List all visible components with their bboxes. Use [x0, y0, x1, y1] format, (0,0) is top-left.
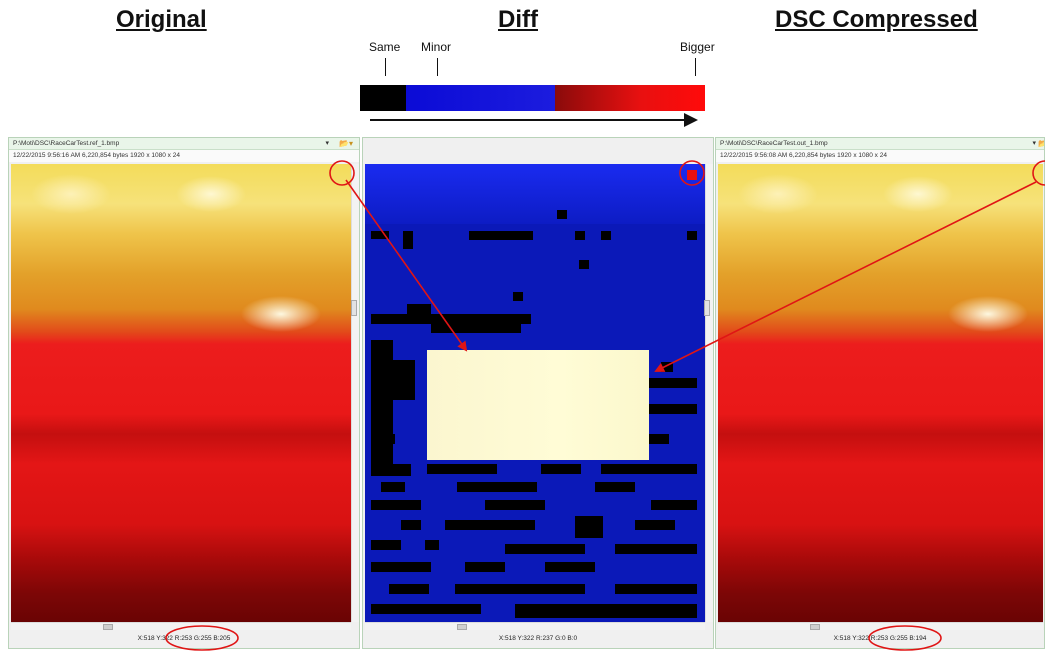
diff-block [513, 292, 523, 301]
diff-block [575, 516, 603, 538]
diff-block [595, 482, 635, 492]
diff-block [615, 544, 697, 554]
highlight-circle-compressed [1032, 160, 1045, 186]
file-info: 12/22/2015 9:56:08 AM 6,220,854 bytes 19… [716, 150, 1044, 162]
diff-block [545, 562, 595, 572]
scroll-thumb-icon[interactable] [457, 624, 467, 630]
diff-block [403, 231, 413, 249]
scale-tick-same [385, 58, 386, 76]
diff-block [425, 540, 439, 550]
heading-dsc-compressed: DSC Compressed [775, 6, 978, 33]
diff-block [615, 584, 697, 594]
highlight-circle-diff [679, 160, 705, 186]
diff-block [649, 434, 669, 444]
pixel-status: X:518 Y:322 R:253 G:255 B:194 [833, 635, 927, 642]
splitter-handle-left[interactable] [351, 300, 357, 316]
diff-block [515, 604, 697, 618]
file-info: 12/22/2015 9:56:16 AM 6,220,854 bytes 19… [9, 150, 359, 162]
file-path-bar[interactable]: P:\Moti\DSC\RaceCarTest.ref_1.bmp ▾ 📂▾ [9, 138, 359, 150]
vertical-scrollbar[interactable] [351, 164, 359, 622]
vertical-scrollbar[interactable] [705, 164, 713, 622]
diff-block [601, 231, 611, 240]
diff-block [401, 520, 421, 530]
diff-image-viewer: X:518 Y:322 R:237 G:0 B:0 [362, 137, 714, 649]
arrow-original-to-zoom [345, 179, 468, 352]
diff-block [575, 231, 585, 240]
diff-block [393, 360, 415, 400]
diff-block [651, 500, 697, 510]
zoomed-pixel-highlight [427, 350, 649, 460]
original-image-viewer: P:\Moti\DSC\RaceCarTest.ref_1.bmp ▾ 📂▾ 1… [8, 137, 360, 649]
folder-icon[interactable]: 📂▾ [339, 139, 353, 148]
scale-direction-arrow [370, 119, 686, 121]
heading-diff: Diff [498, 6, 538, 33]
diff-block [431, 324, 521, 333]
diff-block [457, 482, 537, 492]
diff-block [371, 340, 393, 470]
pixel-status: X:518 Y:322 R:237 G:0 B:0 [498, 635, 578, 642]
heading-original: Original [116, 6, 207, 33]
horizontal-scrollbar[interactable] [11, 622, 351, 630]
diff-block [649, 404, 697, 414]
dropdown-icon[interactable]: ▾ [1032, 140, 1036, 147]
diff-block [485, 500, 545, 510]
diff-block [661, 362, 673, 372]
diff-block [371, 540, 401, 550]
scale-tick-bigger [695, 58, 696, 76]
diff-block [383, 434, 395, 444]
scale-tick-minor [437, 58, 438, 76]
diff-block [465, 562, 505, 572]
diff-top-region [365, 164, 705, 224]
diff-block [649, 378, 697, 388]
file-path: P:\Moti\DSC\RaceCarTest.ref_1.bmp [13, 140, 120, 147]
horizontal-scrollbar[interactable] [718, 622, 1043, 630]
diff-block [557, 210, 567, 219]
diff-block [371, 500, 421, 510]
scale-label-minor: Minor [421, 40, 452, 54]
diff-block [635, 520, 675, 530]
diff-block [371, 231, 389, 239]
diff-block [371, 604, 481, 614]
arrow-right-icon [684, 113, 698, 127]
splitter-handle-right[interactable] [704, 300, 710, 316]
horizontal-scrollbar[interactable] [365, 622, 705, 630]
pixel-status: X:518 Y:322 R:253 G:255 B:205 [137, 635, 231, 642]
dropdown-icon[interactable]: ▾ [325, 140, 329, 147]
diff-block [579, 260, 589, 269]
diff-image[interactable] [365, 164, 705, 622]
original-image[interactable] [11, 164, 351, 622]
diff-block [601, 464, 697, 474]
diff-block [371, 314, 531, 324]
status-circle-compressed [868, 625, 942, 651]
status-circle-original [165, 625, 239, 651]
compressed-image[interactable] [718, 164, 1043, 622]
red-diff-pixel [687, 170, 697, 180]
dsc-compressed-image-viewer: P:\Moti\DSC\RaceCarTest.out_1.bmp ▾ 📂 12… [715, 137, 1045, 649]
diff-color-scale-bar [360, 85, 705, 111]
scroll-thumb-icon[interactable] [103, 624, 113, 630]
diff-block [371, 464, 411, 476]
diff-block [469, 231, 533, 240]
diff-block [687, 231, 697, 240]
folder-icon[interactable]: 📂 [1038, 138, 1044, 149]
scroll-thumb-icon[interactable] [810, 624, 820, 630]
highlight-circle-original [329, 160, 355, 186]
scale-label-same: Same [369, 40, 401, 54]
diff-block [381, 482, 405, 492]
file-path-bar[interactable]: P:\Moti\DSC\RaceCarTest.out_1.bmp ▾ 📂 [716, 138, 1044, 150]
diff-block [505, 544, 585, 554]
diff-block [389, 584, 429, 594]
scale-label-bigger: Bigger [680, 40, 715, 54]
diff-block [455, 584, 585, 594]
diff-info-bar [363, 150, 713, 162]
arrow-compressed-to-zoom [654, 181, 1037, 372]
file-path: P:\Moti\DSC\RaceCarTest.out_1.bmp [720, 140, 828, 147]
diff-block [371, 562, 431, 572]
diff-block [445, 520, 535, 530]
diff-block [541, 464, 581, 474]
diff-header-bar [363, 138, 713, 150]
diff-block [427, 464, 497, 474]
